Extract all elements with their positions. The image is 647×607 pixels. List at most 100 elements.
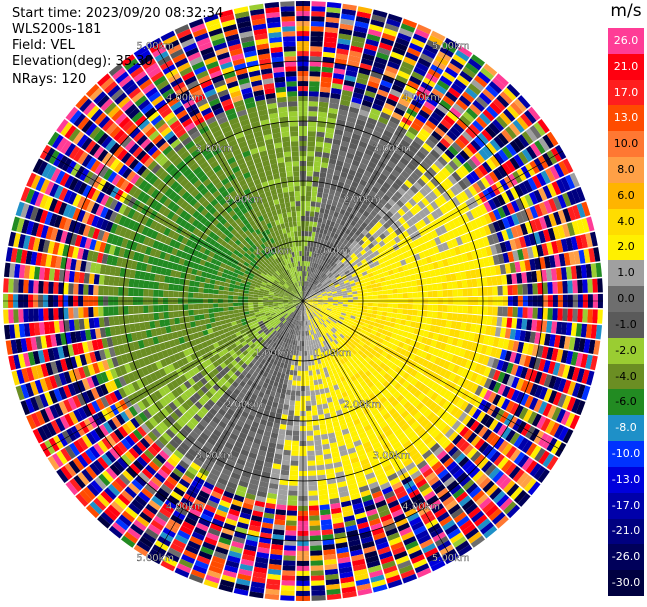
velocity-cell: [586, 216, 595, 232]
velocity-cell: [391, 111, 403, 121]
velocity-cell: [376, 51, 390, 61]
velocity-cell: [483, 224, 492, 236]
velocity-cell: [322, 192, 329, 199]
velocity-cell: [509, 157, 521, 170]
velocity-cell: [313, 216, 319, 223]
velocity-cell: [411, 71, 425, 81]
velocity-cell: [296, 385, 301, 391]
velocity-cell: [303, 291, 305, 297]
velocity-cell: [303, 266, 306, 272]
velocity-cell: [320, 81, 332, 88]
velocity-cell: [298, 350, 302, 356]
velocity-cell: [337, 291, 343, 295]
velocity-cell: [305, 375, 310, 381]
velocity-cell: [328, 158, 337, 165]
velocity-cell: [322, 297, 328, 300]
velocity-cell: [318, 101, 329, 108]
velocity-cell: [485, 158, 497, 171]
velocity-cell: [501, 162, 512, 176]
velocity-cell: [458, 244, 466, 254]
velocity-cell: [387, 93, 400, 103]
velocity-cell: [403, 192, 412, 201]
velocity-cell: [310, 206, 316, 212]
velocity-cell: [315, 394, 321, 401]
velocity-cell: [365, 165, 375, 174]
velocity-cell: [352, 215, 360, 223]
velocity-cell: [452, 122, 465, 134]
velocity-cell: [353, 176, 361, 184]
velocity-cell: [304, 340, 307, 346]
velocity-cell: [492, 286, 498, 296]
velocity-cell: [517, 134, 530, 148]
velocity-cell: [363, 198, 371, 207]
velocity-cell: [305, 206, 311, 212]
velocity-cell: [512, 119, 525, 133]
velocity-cell: [394, 178, 404, 187]
velocity-cell: [417, 57, 432, 68]
velocity-cell: [387, 13, 403, 23]
velocity-cell: [312, 296, 318, 299]
velocity-cell: [336, 289, 342, 293]
velocity-cell: [336, 48, 349, 56]
velocity-cell: [309, 290, 314, 295]
velocity-cell: [389, 238, 397, 246]
velocity-cell: [482, 145, 493, 158]
velocity-cell: [501, 274, 508, 285]
velocity-cell: [407, 304, 413, 310]
velocity-cell: [432, 261, 439, 270]
velocity-cell: [355, 270, 362, 275]
velocity-cell: [479, 203, 488, 215]
velocity-cell: [334, 165, 343, 172]
velocity-cell: [480, 176, 491, 189]
velocity-cell: [425, 138, 436, 149]
velocity-cell: [457, 215, 466, 226]
velocity-cell: [470, 139, 482, 152]
velocity-cell: [420, 160, 430, 171]
velocity-cell: [443, 134, 454, 145]
velocity-cell: [319, 499, 330, 506]
velocity-cell: [283, 449, 291, 456]
velocity-cell: [291, 360, 295, 366]
velocity-cell: [275, 509, 286, 516]
velocity-cell: [291, 385, 297, 391]
velocity-cell: [318, 212, 324, 219]
velocity-cell: [309, 251, 312, 257]
velocity-cell: [497, 132, 509, 146]
velocity-cell: [396, 102, 408, 112]
velocity-cell: [307, 445, 315, 451]
velocity-cell: [312, 257, 316, 263]
velocity-cell: [321, 66, 334, 73]
velocity-cell: [414, 222, 423, 231]
velocity-cell: [309, 375, 314, 381]
velocity-cell: [393, 79, 406, 89]
velocity-cell: [318, 285, 324, 290]
velocity-cell: [322, 152, 330, 159]
velocity-cell: [346, 286, 352, 291]
velocity-cell: [366, 85, 378, 94]
velocity-cell: [342, 239, 349, 246]
velocity-cell: [364, 217, 371, 225]
velocity-cell: [307, 126, 317, 132]
velocity-cell: [363, 274, 369, 280]
velocity-cell: [307, 460, 316, 466]
velocity-cell: [406, 80, 420, 90]
velocity-cell: [312, 297, 318, 300]
velocity-cell: [461, 131, 473, 143]
velocity-cell: [314, 384, 320, 391]
velocity-cell: [480, 267, 487, 277]
velocity-cell: [350, 138, 360, 146]
velocity-cell: [435, 275, 442, 283]
velocity-cell: [412, 286, 418, 293]
velocity-cell: [352, 264, 359, 270]
velocity-cell: [458, 134, 470, 146]
velocity-cell: [541, 243, 549, 256]
velocity-cell: [310, 291, 316, 296]
velocity-cell: [571, 220, 580, 235]
velocity-cell: [331, 249, 337, 256]
velocity-cell: [326, 122, 336, 129]
velocity-cell: [321, 290, 327, 294]
velocity-cell: [385, 280, 392, 286]
velocity-cell: [556, 239, 564, 253]
velocity-cell: [383, 27, 398, 37]
velocity-cell: [322, 61, 334, 68]
